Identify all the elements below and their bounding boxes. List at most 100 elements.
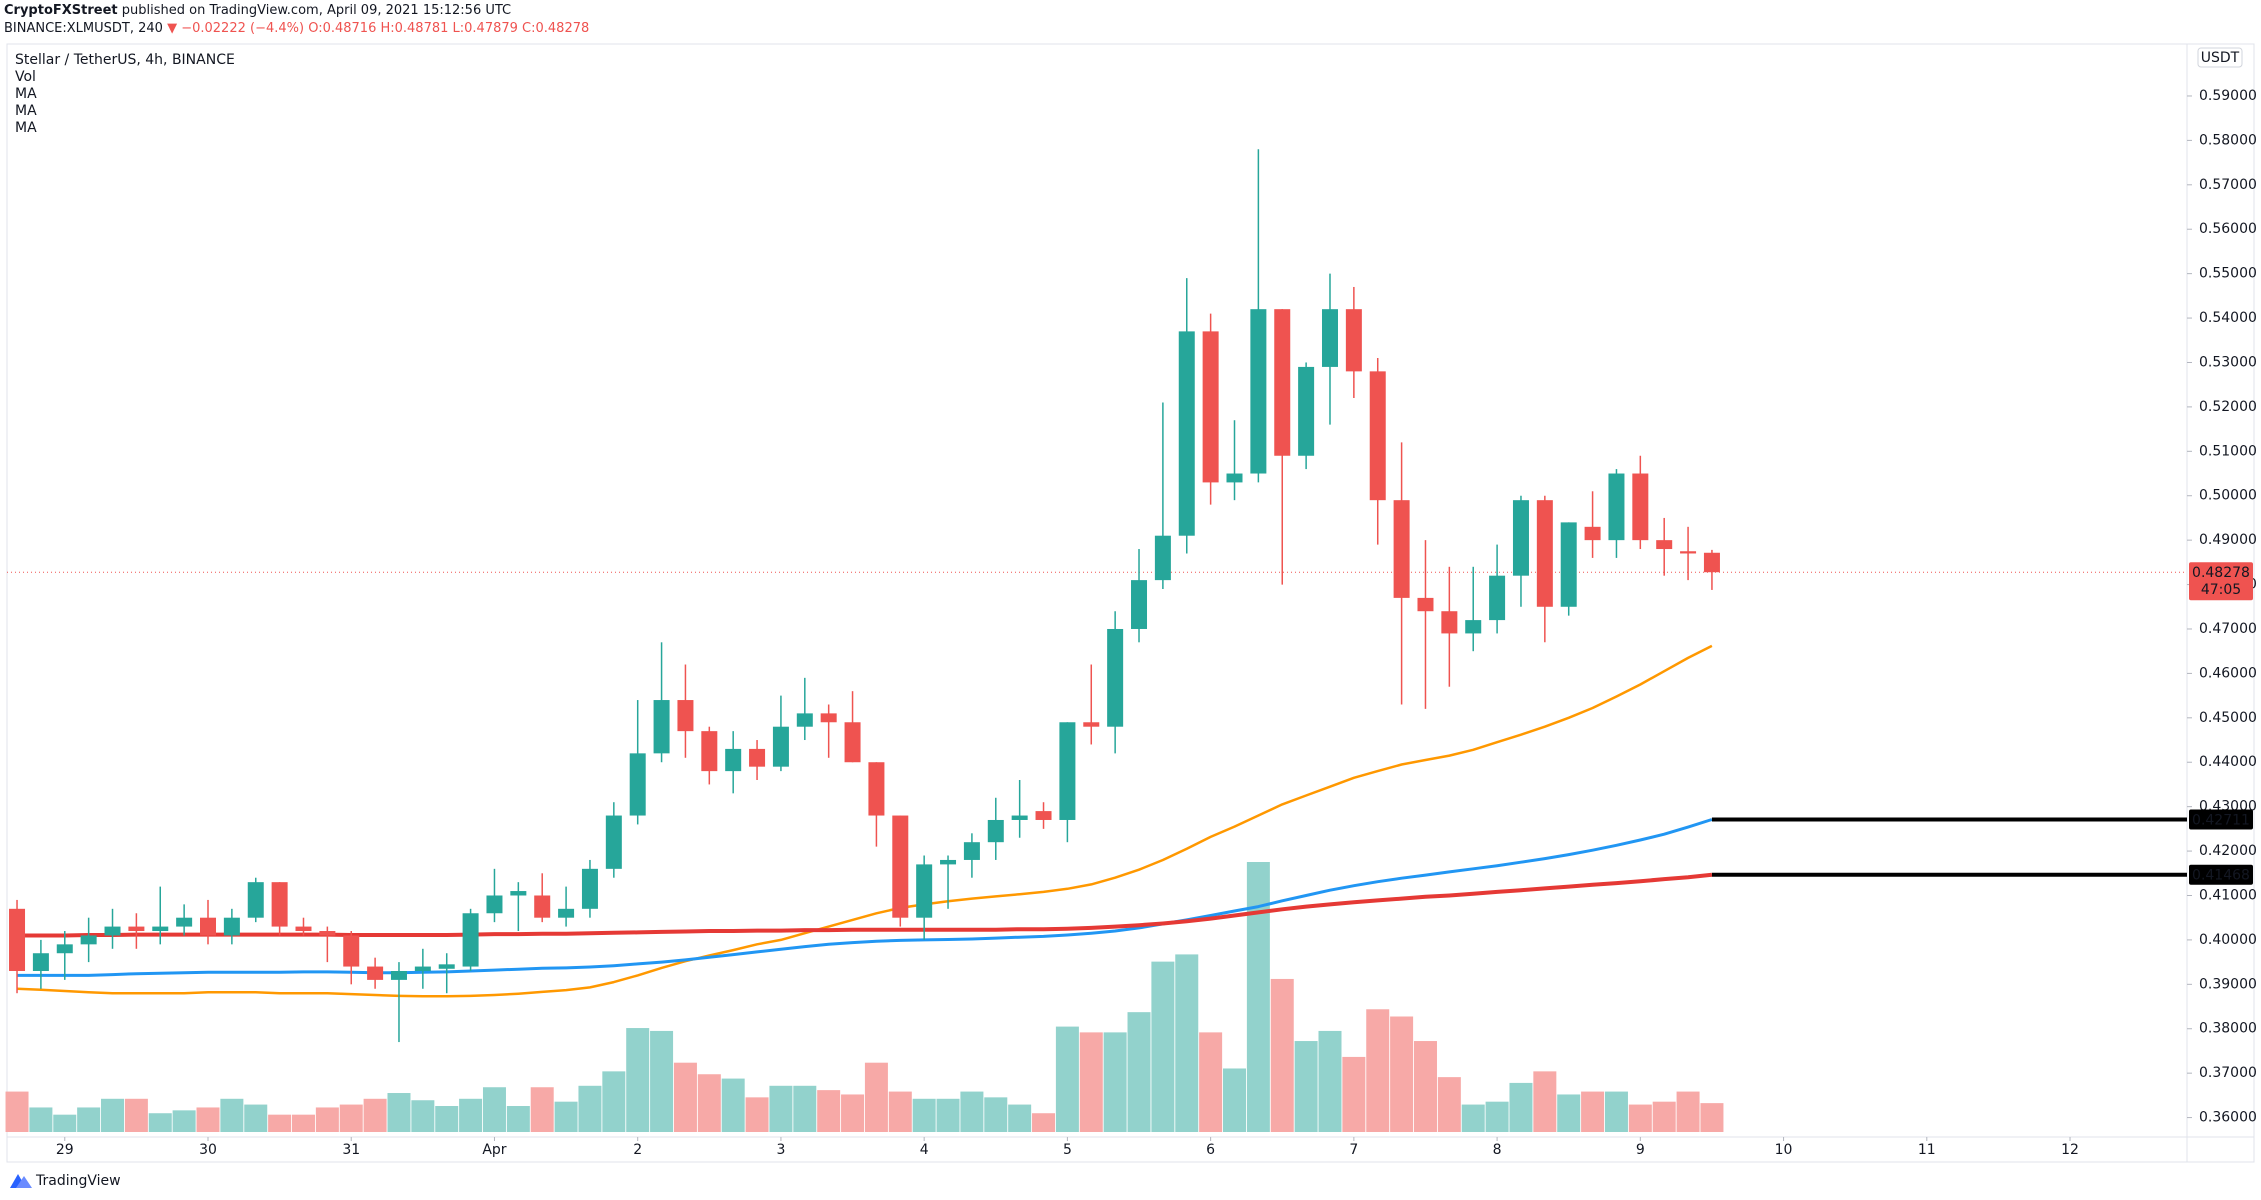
- candle-body: [1441, 611, 1458, 634]
- candle-body: [1489, 575, 1506, 621]
- volume-bar: [864, 1062, 888, 1132]
- candle-body: [987, 819, 1004, 843]
- candle-body: [1703, 552, 1720, 573]
- candle-body: [1465, 620, 1482, 634]
- candle-body: [271, 882, 288, 927]
- candle-body: [128, 926, 145, 932]
- candle-body: [319, 931, 336, 936]
- candle-body: [725, 748, 742, 772]
- volume-bar: [459, 1098, 483, 1132]
- volume-bar: [554, 1101, 578, 1132]
- volume-bar: [5, 1091, 29, 1132]
- x-tick-label: 31: [342, 1142, 360, 1158]
- volume-bar: [315, 1107, 339, 1132]
- volume-bar: [1581, 1091, 1605, 1132]
- volume-bar: [650, 1030, 674, 1132]
- volume-bar: [506, 1106, 530, 1132]
- candle-body: [1298, 366, 1315, 456]
- volume-legend: Vol: [15, 69, 36, 85]
- y-tick-label: 0.38000: [2199, 1021, 2257, 1037]
- y-tick-label: 0.49000: [2199, 532, 2257, 548]
- header: CryptoFXStreet published on TradingView.…: [4, 2, 589, 38]
- countdown: 47:05: [2201, 582, 2241, 598]
- volume-bar: [769, 1085, 793, 1132]
- volume-bar: [1485, 1101, 1509, 1132]
- volume-bar: [602, 1071, 626, 1132]
- candle-body: [1680, 551, 1697, 554]
- candle-body: [343, 935, 360, 967]
- volume-bar: [291, 1114, 315, 1132]
- volume-bar: [1223, 1068, 1247, 1132]
- currency-box[interactable]: [2197, 47, 2243, 68]
- candle-body: [367, 966, 384, 980]
- y-tick-label: 0.56000: [2199, 221, 2257, 237]
- candle-body: [295, 926, 312, 932]
- volume-bar: [888, 1091, 912, 1132]
- volume-bar: [101, 1098, 125, 1132]
- y-tick-label: 0.50000: [2199, 488, 2257, 504]
- volume-bar: [1055, 1026, 1079, 1132]
- candle-body: [1345, 309, 1362, 372]
- x-tick-label: 29: [56, 1142, 74, 1158]
- y-tick-label: 0.53000: [2199, 354, 2257, 370]
- y-tick-label: 0.54000: [2199, 310, 2257, 326]
- y-tick-label: 0.37000: [2199, 1065, 2257, 1081]
- volume-bar: [482, 1087, 506, 1132]
- candle-body: [629, 753, 646, 816]
- volume-bar: [745, 1097, 769, 1132]
- volume-bar: [196, 1107, 220, 1132]
- volume-bar: [220, 1098, 244, 1132]
- candle-body: [1512, 500, 1529, 576]
- candle-body: [104, 926, 121, 936]
- symbol: BINANCE:XLMUSDT, 240: [4, 21, 163, 36]
- level-label-box: [2189, 864, 2253, 885]
- ma-legend: MA: [15, 120, 37, 136]
- chart-title: Stellar / TetherUS, 4h, BINANCE: [15, 52, 235, 68]
- volume-bar: [793, 1085, 817, 1132]
- y-tick-label: 0.46000: [2199, 665, 2257, 681]
- published: published on TradingView.com, April 09, …: [121, 3, 512, 18]
- publish-line: CryptoFXStreet published on TradingView.…: [4, 2, 589, 20]
- x-tick-label: 3: [776, 1142, 785, 1158]
- volume-bar: [1008, 1104, 1032, 1132]
- volume-bar: [1294, 1041, 1318, 1132]
- last-price-label: 0.48278: [2192, 565, 2250, 581]
- candle-body: [1083, 722, 1100, 727]
- volume-bar: [1628, 1104, 1652, 1132]
- candle-body: [223, 917, 240, 936]
- volume-bar: [626, 1028, 650, 1132]
- y-tick-label: 0.58000: [2199, 132, 2257, 148]
- volume-pane: [5, 862, 1724, 1132]
- candle-body: [1035, 811, 1052, 820]
- ma-legend: MA: [15, 86, 37, 102]
- moving-average: [16, 644, 1713, 998]
- candle-body: [558, 908, 575, 918]
- x-tick-label: 12: [2061, 1142, 2079, 1158]
- symbol-line: BINANCE:XLMUSDT, 240 ▼ −0.02222 (−4.4%) …: [4, 20, 589, 38]
- candle-body: [152, 926, 169, 932]
- candle-body: [1178, 331, 1195, 536]
- volume-bar: [1151, 961, 1175, 1132]
- volume-bar: [1127, 1012, 1151, 1132]
- y-tick-label: 0.44000: [2199, 754, 2257, 770]
- candle-body: [486, 895, 503, 914]
- author: CryptoFXStreet: [4, 3, 118, 18]
- candle-body: [940, 859, 957, 865]
- ohlc: O:0.48716 H:0.48781 L:0.47879 C:0.48278: [308, 21, 590, 36]
- x-tick-label: 2: [633, 1142, 642, 1158]
- candle-body: [1274, 309, 1291, 456]
- candle-body: [1584, 526, 1601, 541]
- candle-body: [1393, 500, 1410, 598]
- candle-body: [1656, 540, 1673, 550]
- volume-bar: [53, 1114, 77, 1132]
- x-tick-label: 8: [1493, 1142, 1502, 1158]
- volume-bar: [912, 1098, 936, 1132]
- volume-bar: [148, 1113, 172, 1132]
- candle-body: [844, 722, 861, 763]
- candle-body: [820, 713, 837, 723]
- y-tick-label: 0.39000: [2199, 976, 2257, 992]
- candle-body: [510, 891, 527, 896]
- y-tick-label: 0.55000: [2199, 266, 2257, 282]
- candle-body: [749, 748, 766, 767]
